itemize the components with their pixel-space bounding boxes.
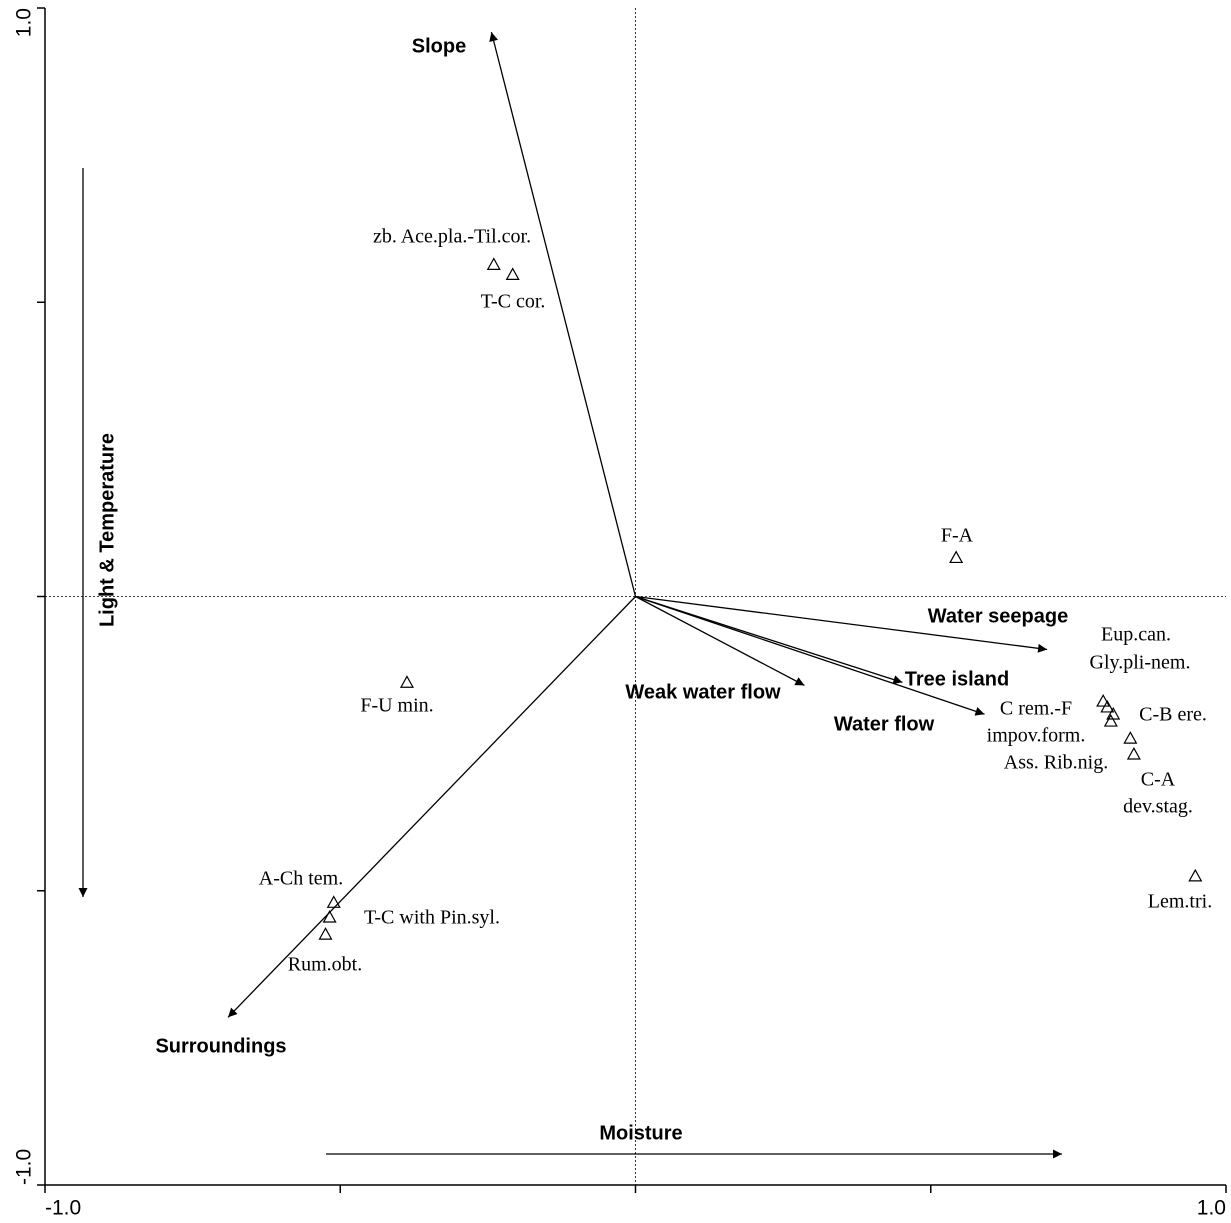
vector-arrow bbox=[635, 595, 805, 686]
vector-arrow bbox=[227, 596, 636, 1018]
species-point bbox=[1188, 868, 1203, 882]
x-gradient-label: Moisture bbox=[599, 1122, 682, 1144]
species-label: Eup.can. bbox=[1101, 624, 1171, 646]
species-label: Lem.tri. bbox=[1148, 891, 1212, 913]
y-tick-label: -1.0 bbox=[13, 1149, 36, 1185]
species-point bbox=[505, 267, 520, 280]
y-gradient-label: Light & Temperature bbox=[96, 433, 118, 627]
species-label: F-U min. bbox=[360, 695, 433, 717]
species-point bbox=[322, 909, 337, 923]
species-point bbox=[326, 895, 341, 908]
vector-label: Water flow bbox=[834, 713, 935, 735]
species-label: zb. Ace.pla.-Til.cor. bbox=[373, 226, 531, 248]
species-label: Ass. Rib.nig. bbox=[1004, 752, 1108, 774]
species-label: C-B ere. bbox=[1139, 704, 1207, 726]
species-point bbox=[1103, 714, 1118, 727]
species-label: T-C cor. bbox=[481, 291, 546, 313]
species-label: Gly.pli-nem. bbox=[1090, 652, 1191, 674]
species-label: A-Ch tem. bbox=[259, 868, 343, 890]
vector-arrow bbox=[489, 31, 637, 597]
vector-label: Slope bbox=[412, 35, 466, 57]
species-label: C-A bbox=[1141, 769, 1176, 791]
vector-label: Tree island bbox=[905, 668, 1010, 690]
species-label: F-A bbox=[941, 525, 974, 547]
species-point bbox=[949, 550, 964, 564]
species-point bbox=[318, 927, 333, 940]
x-tick-label: -1.0 bbox=[45, 1197, 81, 1220]
species-point bbox=[399, 675, 414, 688]
x-tick-label: 1.0 bbox=[1197, 1197, 1226, 1220]
species-point bbox=[486, 257, 501, 270]
vector-label: Weak water flow bbox=[625, 681, 781, 703]
species-point bbox=[1126, 746, 1141, 760]
species-point bbox=[1123, 731, 1138, 744]
species-label: dev.stag. bbox=[1123, 796, 1193, 818]
vector-arrow bbox=[635, 595, 1048, 653]
species-label: Rum.obt. bbox=[288, 954, 362, 976]
vector-arrow bbox=[635, 595, 985, 716]
species-label: C rem.-F bbox=[1000, 698, 1072, 720]
y-tick-label: 1.0 bbox=[13, 8, 36, 37]
species-label: T-C with Pin.syl. bbox=[364, 907, 500, 929]
species-point bbox=[1096, 694, 1111, 707]
species-point bbox=[1100, 699, 1115, 713]
vector-label: Water seepage bbox=[928, 605, 1068, 627]
vector-label: Surroundings bbox=[155, 1035, 286, 1057]
species-label: impov.form. bbox=[987, 725, 1086, 747]
